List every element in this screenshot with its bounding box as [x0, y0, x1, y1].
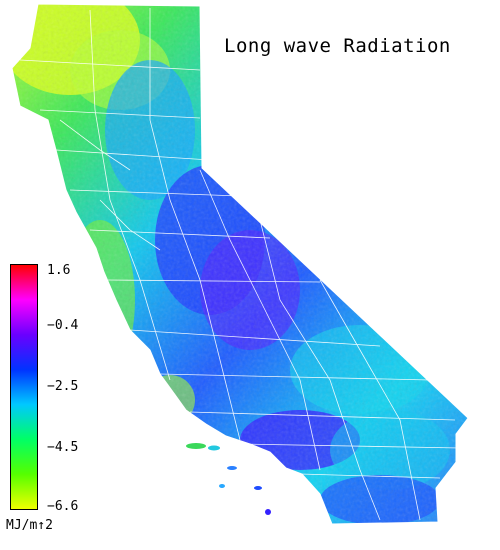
- legend-tick-label: 1.6: [47, 263, 71, 278]
- legend-tick-label: −2.5: [47, 379, 79, 394]
- legend-unit-label: MJ/m↑2: [6, 518, 53, 533]
- legend-tick-label: −6.6: [47, 499, 79, 514]
- map-title: Long wave Radiation: [224, 35, 451, 57]
- county-boundaries: [19, 8, 461, 521]
- legend-tick-label: −0.4: [47, 318, 79, 333]
- color-scale-bar: [10, 264, 38, 510]
- state-outline: [11, 3, 469, 525]
- channel-islands: [186, 443, 271, 515]
- legend-tick-label: −4.5: [47, 440, 79, 455]
